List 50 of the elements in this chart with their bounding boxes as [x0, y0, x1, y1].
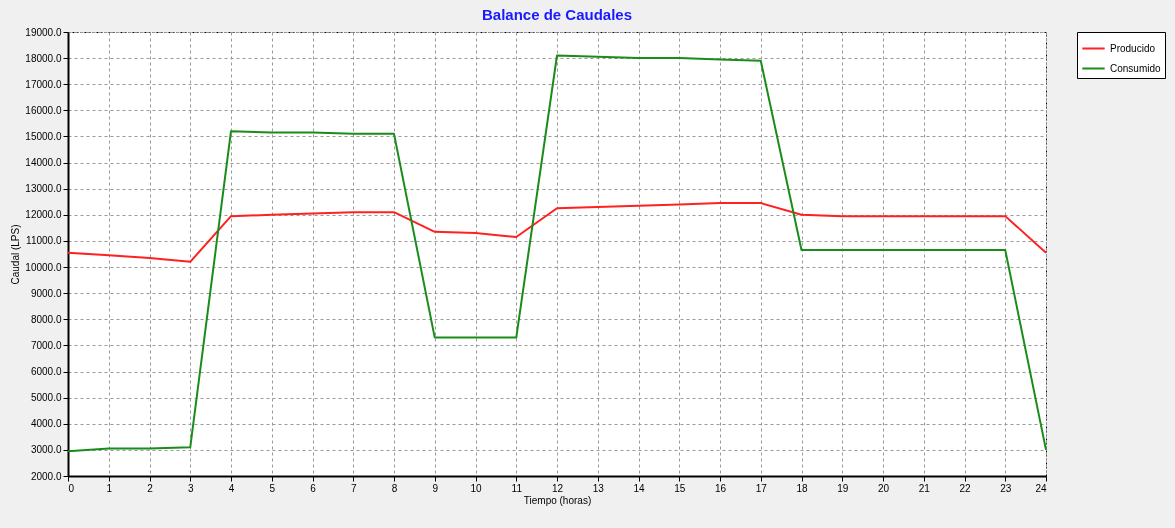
- x-tick-label: 12: [551, 482, 564, 494]
- legend-label: Consumido: [1110, 62, 1162, 74]
- y-tick-label: 7000.0: [30, 339, 62, 351]
- x-tick-label: 19: [837, 482, 849, 494]
- x-tick-label: 17: [755, 482, 768, 494]
- y-tick-label: 19000.0: [25, 26, 62, 38]
- x-axis-title: Tiempo (horas): [523, 494, 592, 506]
- x-tick-label: 15: [674, 482, 686, 494]
- x-tick-label: 2: [147, 482, 154, 494]
- x-tick-label: 22: [959, 482, 971, 494]
- y-tick-label: 6000.0: [30, 366, 62, 378]
- y-tick-label: 11000.0: [26, 235, 62, 247]
- y-tick-label: 18000.0: [25, 52, 62, 64]
- line-series: [67, 202, 1047, 263]
- y-tick-label: 2000.0: [30, 470, 62, 482]
- y-tick-label: 5000.0: [30, 392, 62, 404]
- y-tick-label: 10000.0: [25, 261, 62, 273]
- y-tick-label: 17000.0: [25, 78, 62, 90]
- y-tick-label: 15000.0: [25, 130, 62, 142]
- y-tick-label: 8000.0: [30, 313, 62, 325]
- y-tick-label: 13000.0: [25, 183, 62, 195]
- line-series: [67, 54, 1047, 453]
- x-tick-label: 1: [106, 482, 113, 494]
- x-tick-label: 9: [432, 482, 439, 494]
- x-tick-label: 24: [1035, 482, 1047, 494]
- y-tick-label: 4000.0: [30, 418, 62, 430]
- x-tick-label: 0: [68, 482, 75, 494]
- x-tick-label: 13: [592, 482, 605, 494]
- x-tick-label: 21: [918, 482, 931, 494]
- x-tick-label: 3: [187, 482, 194, 494]
- x-tick-label: 14: [633, 482, 645, 494]
- y-axis-title: Caudal (LPS): [10, 224, 22, 285]
- x-tick-label: 10: [470, 482, 482, 494]
- x-tick-label: 6: [310, 482, 317, 494]
- x-tick-label: 18: [796, 482, 808, 494]
- y-tick-label: 12000.0: [25, 209, 62, 221]
- x-tick-label: 8: [391, 482, 398, 494]
- legend-label: Producido: [1110, 42, 1156, 54]
- x-tick-label: 23: [1000, 482, 1012, 494]
- x-tick-label: 20: [877, 482, 890, 494]
- x-tick-label: 5: [269, 482, 276, 494]
- x-tick-label: 11: [511, 482, 523, 494]
- y-tick-label: 16000.0: [25, 104, 62, 116]
- x-tick-label: 4: [228, 482, 235, 494]
- y-tick-label: 14000.0: [25, 157, 62, 169]
- x-tick-label: 7: [350, 482, 357, 494]
- y-tick-label: 3000.0: [30, 444, 62, 456]
- chart-title: Balance de Caudales: [481, 6, 633, 23]
- y-tick-label: 9000.0: [30, 287, 62, 299]
- x-tick-label: 16: [714, 482, 727, 494]
